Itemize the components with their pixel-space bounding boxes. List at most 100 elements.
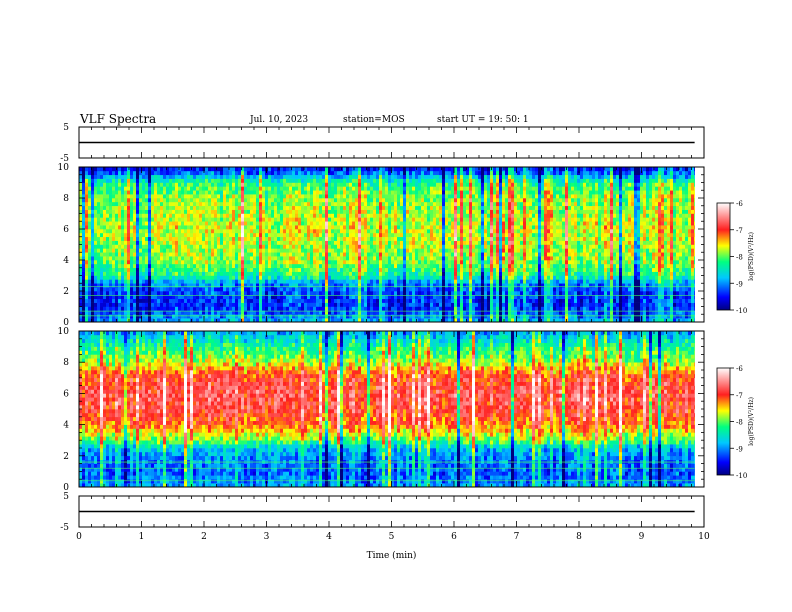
ch1-spectrogram-cell [352,279,356,284]
ch1-spectrogram-cell [259,229,263,234]
ch1-spectrogram-cell [292,186,296,191]
ch1-spectrogram-cell [310,217,314,222]
ch1-spectrogram-cell [367,182,371,187]
ch1-spectrogram-cell [220,174,224,179]
ch1-spectrogram-cell [220,182,224,187]
ch1-spectrogram-cell [187,314,191,319]
ch1-spectrogram-cell [436,314,440,319]
ch1-spectrogram-cell [112,244,116,249]
ch1-spectrogram-cell [319,194,323,199]
ch1-spectrogram-cell [385,232,389,238]
ch1-spectrogram-cell [289,229,293,234]
ch1-spectrogram-cell [346,263,350,269]
ch1-spectrogram-cell [121,209,125,214]
ch1-spectrogram-cell [190,306,194,311]
ch1-spectrogram-cell [166,236,170,241]
ch1-spectrogram-cell [130,318,134,323]
ch1-spectrogram-cell [214,260,218,265]
ch1-spectrogram-cell [412,182,416,187]
ch1-spectrogram-cell [418,201,422,207]
ch1-spectrogram-cell [127,271,131,276]
ch1-spectrogram-cell [157,178,161,183]
ch1-spectrogram-cell [154,198,158,203]
ch1-spectrogram-cell [241,267,245,272]
ch1-spectrogram-cell [340,283,344,288]
ch1-spectrogram-cell [319,213,323,218]
ch1-spectrogram-cell [268,236,272,241]
ch1-spectrogram-cell [385,271,389,276]
ch1-spectrogram-cell [322,174,326,179]
ch1-spectrogram-cell [418,225,422,230]
ch1-spectrogram-cell [250,306,254,311]
ch1-spectrogram-cell [403,318,407,323]
ch1-spectrogram-cell [310,209,314,214]
ch1-spectrogram-cell [388,229,392,234]
ch1-spectrogram-cell [253,236,257,241]
ch1-spectrogram-cell [181,256,185,261]
ch1-spectrogram-cell [184,267,188,272]
ch1-spectrogram-cell [199,225,203,230]
ch1-spectrogram-cell [256,167,260,172]
ch1-spectrogram-cell [145,275,149,280]
ch1-spectrogram-cell [142,236,146,241]
ch1-spectrogram-cell [328,279,332,284]
ch1-spectrogram-cell [178,314,182,319]
ch1-spectrogram-cell [298,186,302,191]
ch1-spectrogram-cell [379,194,383,199]
ch1-spectrogram-cell [391,291,395,296]
ch1-spectrogram-cell [229,225,233,230]
ch1-spectrogram-cell [259,209,263,214]
ch1-spectrogram-cell [283,178,287,183]
ch1-spectrogram-cell [286,298,290,303]
ch1-spectrogram-cell [145,267,149,272]
ch1-spectrogram-cell [91,229,95,234]
ch1-spectrogram-cell [271,232,275,238]
ch1-spectrogram-cell [175,194,179,199]
ch1-spectrogram-cell [253,279,257,284]
ch1-spectrogram-cell [367,314,371,319]
ch1-spectrogram-cell [301,198,305,203]
ch1-spectrogram-cell [91,190,95,195]
ch1-spectrogram-cell [238,263,242,269]
ch1-spectrogram-cell [202,248,206,253]
ch1-spectrogram-cell [226,271,230,276]
ch1-spectrogram-cell [346,232,350,238]
ch1-spectrogram-cell [136,271,140,276]
ch1-spectrogram-cell [307,256,311,261]
ch1-spectrogram-cell [364,271,368,276]
ch1-spectrogram-cell [385,314,389,319]
ch1-spectrogram-cell [181,252,185,257]
ch1-spectrogram-cell [235,217,239,222]
ch1-spectrogram-cell [85,190,89,195]
ch1-spectrogram-cell [346,178,350,183]
ch1-spectrogram-cell [253,275,257,280]
ch1-spectrogram-cell [157,225,161,230]
ch1-spectrogram-cell [259,232,263,238]
ch1-spectrogram-cell [310,240,314,245]
ch1-spectrogram-cell [316,256,320,261]
ch1-spectrogram-cell [265,225,269,230]
ch1-spectrogram-cell [322,190,326,195]
ch1-spectrogram-cell [214,294,218,300]
ch1-spectrogram-cell [163,232,167,238]
ch1-spectrogram-cell [148,298,152,303]
ch1-spectrogram-cell [316,283,320,288]
ch1-spectrogram-cell [223,248,227,253]
ch1-spectrogram-cell [349,314,353,319]
ch1-spectrogram-cell [166,198,170,203]
ch1-spectrogram-cell [112,306,116,311]
ch1-spectrogram-cell [268,314,272,319]
ch1-spectrogram-cell [88,256,92,261]
ch1-spectrogram-cell [217,174,221,179]
ch1-spectrogram-cell [208,170,212,176]
ch1-spectrogram-cell [205,174,209,179]
ch1-spectrogram-cell [430,291,434,296]
ch1-spectrogram-cell [412,198,416,203]
ch1-spectrogram-cell [136,302,140,307]
ch1-spectrogram-cell [139,186,143,191]
ch1-spectrogram-cell [274,225,278,230]
ch1-spectrogram-cell [94,302,98,307]
ch1-spectrogram-cell [319,275,323,280]
ch1-spectrogram-cell [151,314,155,319]
ch1-spectrogram-cell [121,240,125,245]
